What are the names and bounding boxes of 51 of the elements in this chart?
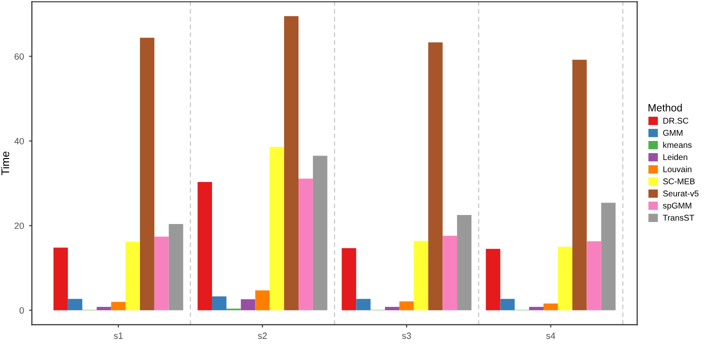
bar [284, 16, 298, 310]
bar [500, 298, 515, 310]
legend-label: TransST [662, 214, 694, 221]
legend-label: SC-MEB [663, 178, 695, 184]
bar [140, 38, 154, 310]
bar [342, 248, 356, 310]
bar [486, 248, 500, 310]
bar [572, 60, 587, 310]
bar [68, 298, 82, 310]
y-tick-label: 40 [14, 138, 24, 144]
legend-title: Method [648, 104, 682, 112]
x-tick-label: s3 [402, 332, 411, 339]
legend-label: DR.SC [663, 118, 688, 124]
legend-label: kmeans [663, 142, 692, 148]
bar [586, 241, 602, 310]
x-tick-label: s1 [114, 332, 123, 339]
bar [356, 298, 371, 310]
bar [168, 224, 184, 310]
bar [414, 240, 428, 310]
bar [212, 296, 226, 310]
y-tick-label: 60 [14, 53, 24, 60]
bar [457, 215, 472, 310]
bar [529, 306, 544, 310]
bar [53, 248, 68, 310]
bar [601, 202, 616, 310]
legend-label: Louvain [663, 166, 692, 172]
bar [442, 236, 458, 310]
x-tick-label: s2 [258, 332, 267, 339]
legend-label: GMM [663, 130, 682, 136]
bar [198, 182, 212, 310]
legend-label: Seurat-v5 [663, 190, 699, 196]
bar [96, 306, 112, 310]
legend-label: spGMM [662, 202, 692, 210]
bar [384, 306, 400, 310]
bar [312, 156, 328, 310]
bar [428, 42, 443, 310]
bar [298, 178, 313, 310]
bar [270, 146, 284, 310]
bar [544, 304, 558, 310]
y-tick-label: 20 [14, 222, 24, 229]
bar [399, 301, 414, 310]
bar [126, 242, 140, 310]
bar [111, 302, 126, 310]
bar [558, 246, 572, 310]
bar [255, 290, 270, 310]
legend-label: Leiden [663, 154, 688, 160]
x-tick-label: s4 [546, 332, 556, 339]
y-axis-title: Time [1, 152, 10, 176]
bar [240, 299, 256, 310]
bar [154, 236, 169, 310]
y-tick-label: 0 [20, 307, 24, 314]
